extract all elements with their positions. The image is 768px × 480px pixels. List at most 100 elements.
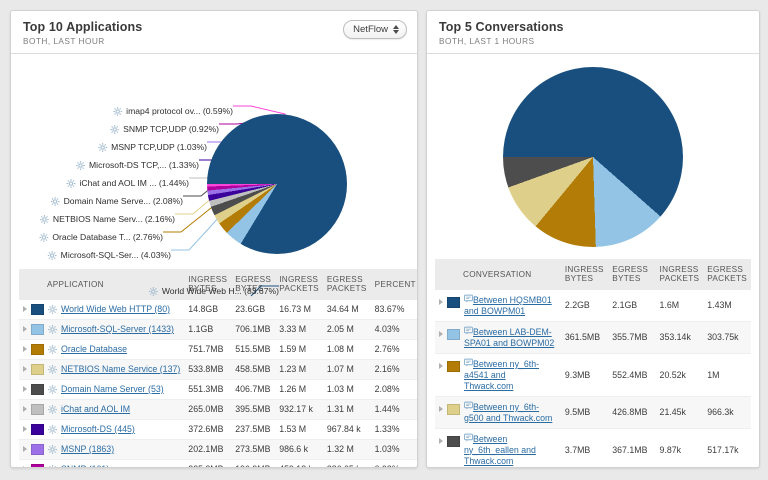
application-link[interactable]: Domain Name Server (53) [61, 383, 164, 394]
ingress-packets-value: 3.33 M [275, 319, 323, 340]
table-row[interactable]: Between ny_6th-g500 and Thwack.com 9.5MB 4… [435, 396, 751, 429]
table-row[interactable]: Between HQSMB01 and BOWPM01 2.2GB 2.1GB 1.6… [435, 289, 751, 322]
expand-row-triangle-icon[interactable] [439, 362, 443, 369]
left-panel-header: Top 10 Applications BOTH, LAST HOUR NetF… [11, 11, 417, 54]
gear-icon [76, 160, 85, 170]
application-link[interactable]: Oracle Database [61, 343, 128, 354]
egress-packets-value: 1.32 M [322, 439, 371, 460]
application-name-cell: MSNP (1863) [19, 439, 185, 460]
expand-row-triangle-icon[interactable] [439, 405, 443, 412]
gear-icon [39, 232, 49, 242]
pie-label-text: MSNP TCP,UDP (1.03%) [111, 142, 207, 152]
top-conversations-panel: Top 5 Conversations BOTH, LAST 1 HOURS C… [426, 10, 760, 468]
egress-bytes-value: 355.7MB [608, 321, 656, 354]
netflow-select[interactable]: NetFlow [343, 20, 407, 39]
application-link[interactable]: Microsoft-SQL-Server (1433) [61, 323, 174, 334]
pie-label-8: SNMP TCP,UDP (0.92%) [110, 124, 219, 134]
conversation-link[interactable]: Between ny_6th_eallen and Thwack.com [464, 433, 536, 466]
ingress-packets-value: 20.52k [655, 353, 704, 397]
conversation-link[interactable]: Between HQSMB01 and BOWPM01 [464, 294, 552, 316]
egress-packets-value: 1.08 M [322, 339, 371, 360]
table-row[interactable]: Between LAB-DEM-SPA01 and BOWPM02 361.5MB… [435, 321, 751, 354]
table-row[interactable]: iChat and AOL IM 265.0MB 395.5MB 932.17 k 1.… [19, 399, 417, 420]
expand-row-triangle-icon[interactable] [439, 437, 443, 444]
egress-bytes-value: 552.4MB [608, 353, 656, 397]
percent-value: 1.33% [370, 419, 417, 440]
expand-row-triangle-icon[interactable] [23, 406, 27, 413]
series-color-swatch [31, 423, 44, 435]
application-link[interactable]: NETBIOS Name Service (137) [61, 363, 181, 374]
table-row[interactable]: SNMP (161) 225.3MB196.9MB459.18 k386.65 k… [19, 459, 417, 467]
application-link[interactable]: MSNP (1863) [61, 443, 115, 454]
ingress-packets-value: 932.17 k [275, 399, 323, 420]
expand-row-triangle-icon[interactable] [23, 306, 27, 313]
expand-row-triangle-icon[interactable] [23, 466, 27, 467]
conversation-name-cell: Between LAB-DEM-SPA01 and BOWPM02 [435, 321, 561, 354]
gear-icon [49, 464, 56, 467]
series-color-swatch [31, 443, 44, 455]
conversation-link[interactable]: Between ny_6th-g500 and Thwack.com [464, 401, 553, 423]
application-link[interactable]: Microsoft-DS (445) [61, 423, 135, 434]
ingress-packets-value: 986.6 k [275, 439, 323, 460]
ingress-packets-value: 1.23 M [275, 359, 323, 380]
percent-value: 83.67% [370, 299, 417, 320]
table-row[interactable]: MSNP (1863) 202.1MB 273.5MB 986.6 k 1.32 M 1.… [19, 439, 417, 460]
expand-row-triangle-icon[interactable] [23, 386, 27, 393]
series-color-swatch [31, 403, 44, 415]
expand-row-triangle-icon[interactable] [439, 330, 443, 337]
egress-bytes-value: 367.1MB [608, 428, 656, 467]
series-color-swatch [447, 435, 460, 447]
ingress-packets-value: 459.18 k [275, 459, 323, 467]
application-link[interactable]: World Wide Web HTTP (80) [61, 303, 171, 314]
expand-row-triangle-icon[interactable] [23, 426, 27, 433]
pie-label-9: imap4 protocol ov... (0.59%) [113, 106, 233, 116]
table-row[interactable]: Microsoft-DS (445) 372.6MB 237.5MB 1.53 M 96… [19, 419, 417, 440]
gear-icon [48, 364, 57, 374]
col-ingress-bytes: INGRESS BYTES [184, 269, 232, 300]
expand-row-triangle-icon[interactable] [23, 446, 27, 453]
series-color-swatch [31, 383, 44, 395]
application-link[interactable]: SNMP (161) [61, 464, 109, 467]
table-row[interactable]: NETBIOS Name Service (137) 533.8MB 458.5MB… [19, 359, 417, 380]
ingress-packets-value: 21.45k [655, 396, 704, 429]
percent-value: 0.92% [370, 459, 417, 467]
expand-row-triangle-icon[interactable] [23, 366, 27, 373]
applications-pie-chart: World Wide Web H... (83.67%) Microsoft-S… [11, 54, 417, 297]
egress-bytes-value: 458.5MB [231, 359, 276, 380]
table-row[interactable]: Between ny_6th_eallen and Thwack.com 3.7M… [435, 428, 751, 467]
ingress-bytes-value: 225.3MB [184, 459, 232, 467]
series-color-swatch [31, 303, 44, 315]
table-row[interactable]: Microsoft-SQL-Server (1433) 1.1GB 706.1MB 3… [19, 319, 417, 340]
expand-row-triangle-icon[interactable] [23, 346, 27, 353]
col-conversation: CONVERSATION [435, 259, 561, 290]
updown-arrows-icon [393, 25, 399, 34]
ingress-packets-value: 353.14k [655, 321, 704, 354]
ingress-bytes-value: 9.5MB [560, 396, 609, 429]
ingress-packets-value: 9.87k [655, 428, 704, 467]
ingress-bytes-value: 14.8GB [184, 299, 232, 320]
expand-row-triangle-icon[interactable] [23, 326, 27, 333]
gear-icon [48, 444, 57, 454]
egress-bytes-value: 196.9MB [231, 459, 276, 467]
egress-packets-value: 1M [703, 353, 751, 397]
table-row[interactable]: Domain Name Server (53) 551.3MB 406.7MB 1.2… [19, 379, 417, 400]
table-row[interactable]: World Wide Web HTTP (80) 14.8GB 23.6GB 16.7… [19, 299, 417, 320]
gear-icon [39, 214, 49, 224]
ingress-bytes-value: 372.6MB [184, 419, 232, 440]
ingress-bytes-value: 265.0MB [184, 399, 232, 420]
table-row[interactable]: Oracle Database 751.7MB 515.5MB 1.59 M 1.08 … [19, 339, 417, 360]
gear-icon [98, 142, 108, 152]
conversation-link[interactable]: Between LAB-DEM-SPA01 and BOWPM02 [464, 326, 555, 348]
ingress-bytes-value: 1.1GB [184, 319, 232, 340]
ingress-packets-value: 1.53 M [275, 419, 323, 440]
ingress-bytes-value: 2.2GB [560, 289, 609, 322]
conversation-link[interactable]: Between ny_6th-a4541 and Thwack.com [464, 358, 540, 391]
expand-row-triangle-icon[interactable] [439, 298, 443, 305]
series-color-swatch [447, 328, 460, 340]
application-link[interactable]: iChat and AOL IM [61, 403, 131, 414]
percent-value: 1.44% [370, 399, 417, 420]
table-row[interactable]: Between ny_6th-a4541 and Thwack.com 9.3MB… [435, 353, 751, 397]
egress-bytes-value: 406.7MB [231, 379, 276, 400]
application-name-cell: World Wide Web HTTP (80) [19, 299, 185, 320]
